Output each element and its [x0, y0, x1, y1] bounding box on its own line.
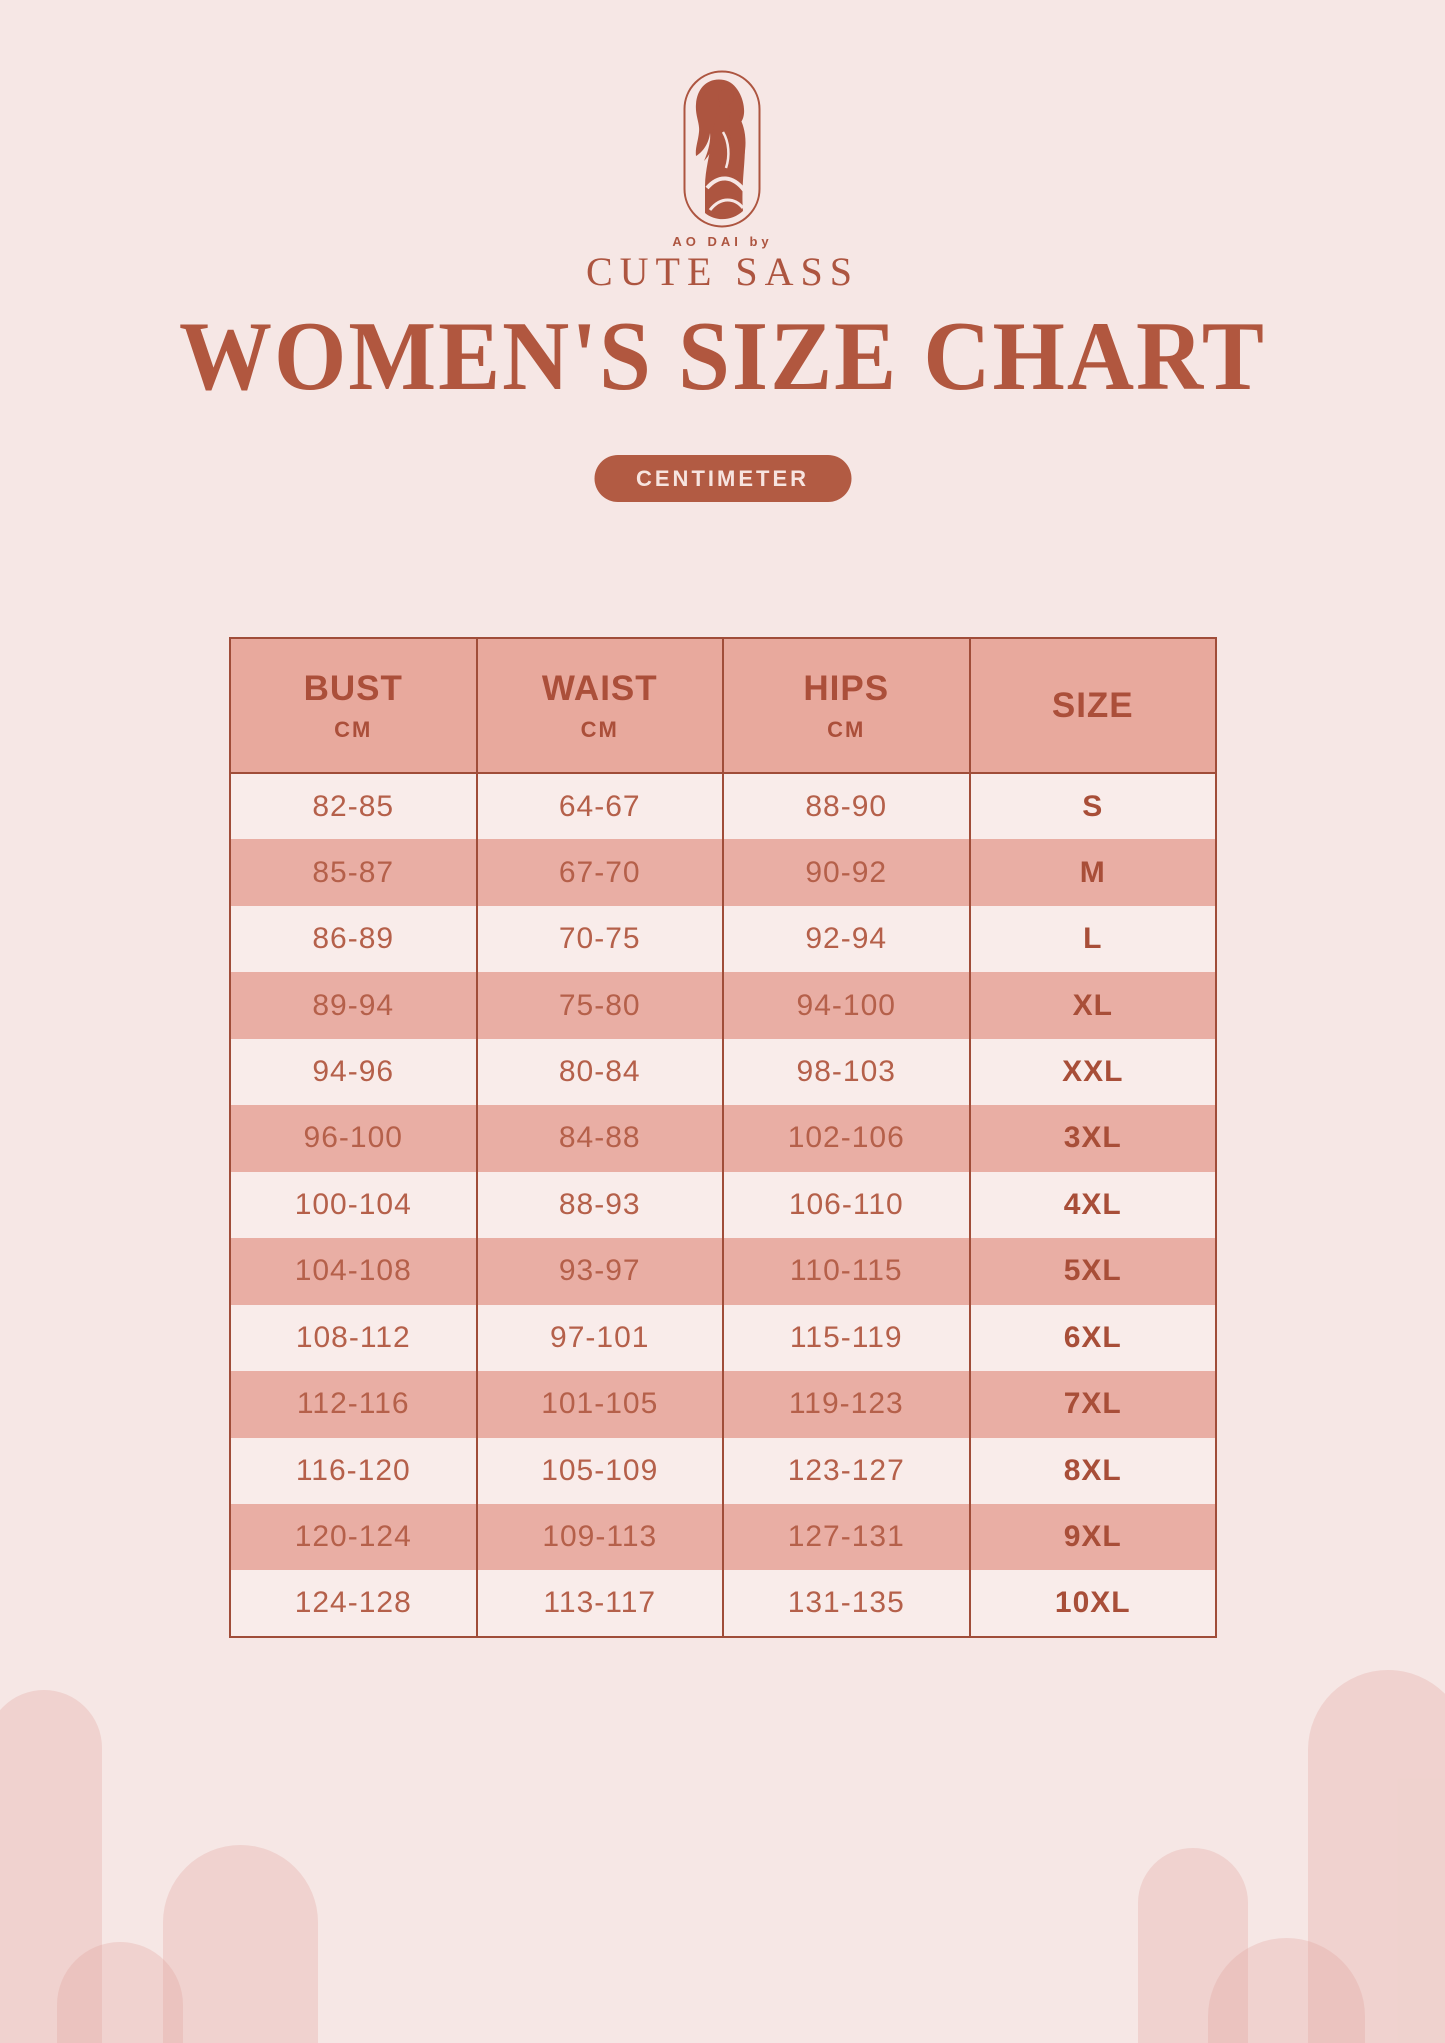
- table-row: 104-108 93-97 110-115 5XL: [230, 1238, 1216, 1305]
- measure-cell: 64-67: [475, 773, 723, 840]
- measure-cell: 92-94: [722, 905, 970, 973]
- table-row: 94-96 80-84 98-103 XXL: [230, 1038, 1216, 1106]
- measure-cell: 67-70: [475, 839, 723, 906]
- measure-cell: 97-101: [475, 1304, 723, 1372]
- measure-cell: 102-106: [722, 1105, 970, 1172]
- size-cell: XL: [968, 972, 1216, 1039]
- arch-decoration-left-3: [163, 1845, 318, 2043]
- unit-badge: CENTIMETER: [594, 455, 851, 502]
- header-size-label: SIZE: [1051, 685, 1134, 725]
- measure-cell: 104-108: [294, 1254, 412, 1288]
- header-bust-label: BUST: [303, 668, 403, 708]
- arch-decoration-right-2: [1138, 1848, 1248, 2043]
- size-cell: M: [968, 839, 1216, 906]
- table-row: 82-85 64-67 88-90 S: [230, 773, 1216, 840]
- arch-decoration-left-2: [57, 1942, 183, 2043]
- header-bust-unit: CM: [334, 716, 373, 742]
- header-size: SIZE: [968, 638, 1216, 774]
- measure-cell: 105-109: [475, 1437, 723, 1504]
- brand-tagline: AO DAI by: [672, 234, 773, 249]
- header-row: BUST CM WAIST CM HIPS CM SIZE: [230, 638, 1216, 774]
- size-cell: S: [968, 773, 1216, 840]
- measure-cell: 100-104: [294, 1187, 412, 1221]
- measure-cell: 88-90: [722, 773, 970, 840]
- measure-cell: 110-115: [722, 1238, 970, 1305]
- table-row: 85-87 67-70 90-92 M: [230, 839, 1216, 906]
- measure-cell: 75-80: [475, 972, 723, 1039]
- header-waist: WAIST CM: [475, 638, 723, 774]
- size-cell: L: [968, 905, 1216, 973]
- measure-cell: 127-131: [722, 1503, 970, 1571]
- header-waist-label: WAIST: [541, 668, 658, 708]
- measure-cell: 131-135: [722, 1570, 970, 1637]
- measure-cell: 94-96: [312, 1055, 395, 1089]
- measure-cell: 96-100: [303, 1121, 403, 1155]
- table-row: 108-112 97-101 115-119 6XL: [230, 1304, 1216, 1372]
- measure-cell: 124-128: [294, 1586, 412, 1620]
- table-row: 116-120 105-109 123-127 8XL: [230, 1437, 1216, 1504]
- header-hips-unit: CM: [827, 716, 866, 742]
- measure-cell: 119-123: [722, 1371, 970, 1438]
- table-row: 86-89 70-75 92-94 L: [230, 905, 1216, 973]
- measure-cell: 93-97: [475, 1238, 723, 1305]
- header-bust: BUST CM: [230, 638, 477, 774]
- measure-cell: 90-92: [722, 839, 970, 906]
- brand-name: CUTE SASS: [585, 249, 860, 294]
- header-hips-label: HIPS: [803, 668, 890, 708]
- ao-dai-woman-logo-icon: [683, 70, 761, 228]
- table-row: 100-104 88-93 106-110 4XL: [230, 1171, 1216, 1239]
- measure-cell: 116-120: [295, 1453, 411, 1487]
- arch-decoration-left-1: [0, 1690, 102, 2043]
- table-row: 124-128 113-117 131-135 10XL: [230, 1570, 1216, 1637]
- measure-cell: 108-112: [295, 1320, 411, 1354]
- size-cell: 3XL: [968, 1105, 1216, 1172]
- page-title: WOMEN'S SIZE CHART: [179, 302, 1266, 412]
- size-cell: 9XL: [968, 1503, 1216, 1571]
- measure-cell: 98-103: [722, 1038, 970, 1106]
- measure-cell: 113-117: [475, 1570, 723, 1637]
- table-row: 120-124 109-113 127-131 9XL: [230, 1503, 1216, 1571]
- measure-cell: 115-119: [722, 1304, 970, 1372]
- measure-cell: 89-94: [312, 988, 395, 1022]
- size-table-header: BUST CM WAIST CM HIPS CM SIZE: [230, 638, 1216, 774]
- size-table: BUST CM WAIST CM HIPS CM SIZE 82-85 64-67…: [229, 637, 1217, 1638]
- measure-cell: 112-116: [296, 1387, 410, 1421]
- measure-cell: 88-93: [475, 1171, 723, 1239]
- measure-cell: 70-75: [475, 905, 723, 973]
- measure-cell: 84-88: [475, 1105, 723, 1172]
- size-cell: 7XL: [968, 1371, 1216, 1438]
- measure-cell: 106-110: [722, 1171, 970, 1239]
- measure-cell: 120-124: [294, 1520, 412, 1554]
- measure-cell: 94-100: [722, 972, 970, 1039]
- header-hips: HIPS CM: [722, 638, 970, 774]
- size-cell: 6XL: [968, 1304, 1216, 1372]
- measure-cell: 86-89: [312, 922, 395, 956]
- size-cell: 8XL: [968, 1437, 1216, 1504]
- size-cell: 4XL: [968, 1171, 1216, 1239]
- measure-cell: 101-105: [475, 1371, 723, 1438]
- measure-cell: 80-84: [475, 1038, 723, 1106]
- header-waist-unit: CM: [580, 716, 619, 742]
- size-table-body: 82-85 64-67 88-90 S 85-87 67-70 90-92 M 86-89 70-…: [230, 773, 1216, 1637]
- measure-cell: 123-127: [722, 1437, 970, 1504]
- arch-decoration-right-1: [1308, 1670, 1445, 2043]
- table-row: 112-116 101-105 119-123 7XL: [230, 1371, 1216, 1438]
- measure-cell: 82-85: [312, 789, 395, 823]
- table-row: 89-94 75-80 94-100 XL: [230, 972, 1216, 1039]
- table-row: 96-100 84-88 102-106 3XL: [230, 1105, 1216, 1172]
- size-cell: XXL: [968, 1038, 1216, 1106]
- measure-cell: 85-87: [312, 855, 395, 889]
- size-cell: 10XL: [968, 1570, 1216, 1637]
- size-cell: 5XL: [968, 1238, 1216, 1305]
- measure-cell: 109-113: [475, 1503, 723, 1571]
